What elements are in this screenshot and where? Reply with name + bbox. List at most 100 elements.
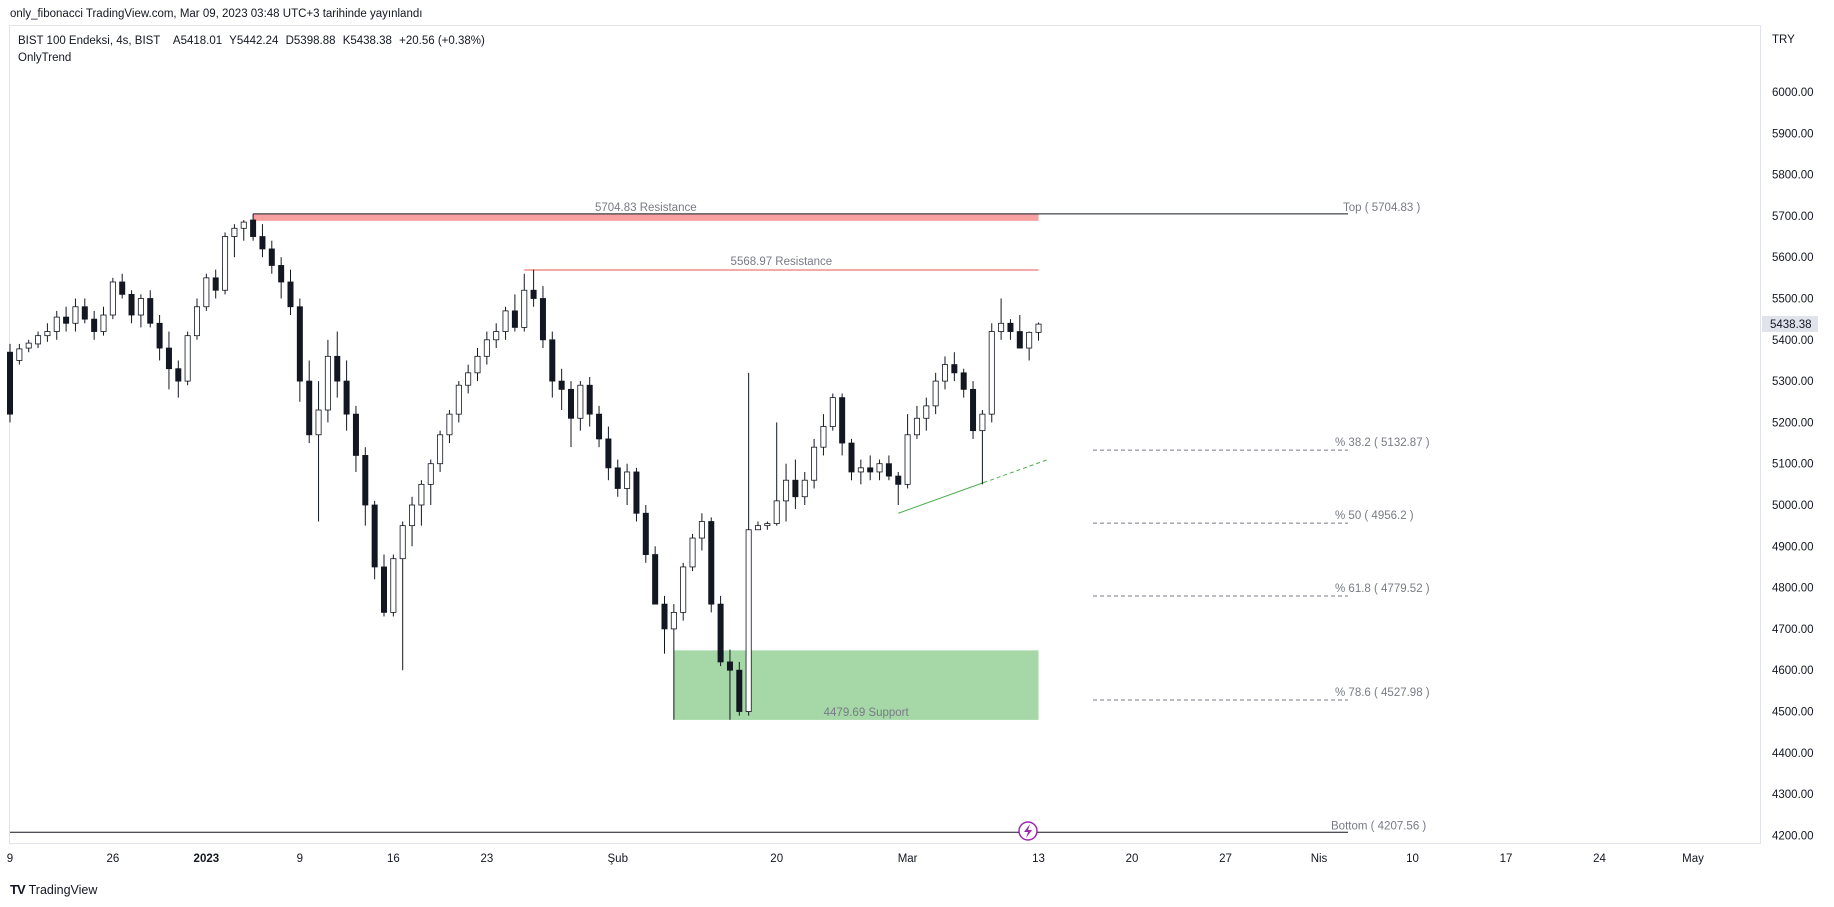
candle-body[interactable]	[109, 281, 116, 316]
candle-body[interactable]	[72, 306, 79, 324]
candle-body[interactable]	[680, 566, 687, 613]
tradingview-logo[interactable]: TV TradingView	[10, 882, 97, 897]
candle-body[interactable]	[970, 388, 977, 432]
candle-body[interactable]	[362, 455, 369, 506]
candle-body[interactable]	[212, 277, 219, 291]
candle-body[interactable]	[1007, 322, 1014, 332]
candle-body[interactable]	[63, 316, 70, 324]
candle-body[interactable]	[568, 388, 575, 419]
candle-body[interactable]	[511, 310, 518, 328]
candle-body[interactable]	[16, 348, 23, 361]
candle-body[interactable]	[184, 335, 191, 382]
candle-body[interactable]	[904, 434, 911, 485]
indicator-name[interactable]: OnlyTrend	[18, 52, 72, 64]
candle-body[interactable]	[483, 339, 490, 357]
candle-body[interactable]	[203, 277, 210, 308]
candle-body[interactable]	[240, 221, 247, 229]
candle-body[interactable]	[539, 298, 546, 341]
candle-body[interactable]	[764, 523, 771, 527]
candle-body[interactable]	[998, 322, 1005, 332]
candle-body[interactable]	[960, 372, 967, 390]
candle-body[interactable]	[885, 463, 892, 477]
candle-body[interactable]	[53, 316, 60, 332]
candle-body[interactable]	[670, 611, 677, 630]
candle-body[interactable]	[932, 380, 939, 407]
candle-body[interactable]	[792, 479, 799, 498]
candle-body[interactable]	[979, 413, 986, 432]
candle-body[interactable]	[296, 306, 303, 382]
candle-body[interactable]	[409, 504, 416, 527]
candle-body[interactable]	[259, 236, 266, 250]
candle-body[interactable]	[736, 669, 743, 712]
candle-body[interactable]	[876, 463, 883, 473]
candle-body[interactable]	[895, 475, 902, 485]
candle-body[interactable]	[446, 413, 453, 436]
candle-body[interactable]	[1035, 323, 1042, 333]
candle-body[interactable]	[437, 434, 444, 465]
candle-body[interactable]	[427, 463, 434, 485]
candle-body[interactable]	[867, 467, 874, 473]
candle-body[interactable]	[119, 281, 126, 295]
candle-body[interactable]	[1016, 331, 1023, 349]
candle-body[interactable]	[493, 331, 500, 341]
candle-body[interactable]	[474, 355, 481, 374]
candle-body[interactable]	[577, 384, 584, 419]
candle-body[interactable]	[315, 409, 322, 436]
candle-body[interactable]	[390, 558, 397, 613]
candle-body[interactable]	[222, 236, 229, 291]
candle-body[interactable]	[755, 525, 762, 531]
candle-body[interactable]	[652, 554, 659, 605]
candle-body[interactable]	[857, 467, 864, 473]
candle-body[interactable]	[231, 227, 238, 237]
candle-body[interactable]	[35, 335, 42, 345]
candle-body[interactable]	[399, 525, 406, 560]
candle-body[interactable]	[811, 446, 818, 481]
candle-body[interactable]	[923, 405, 930, 419]
candle-body[interactable]	[352, 413, 359, 456]
candle-body[interactable]	[689, 537, 696, 568]
candle-body[interactable]	[334, 355, 341, 382]
candle-body[interactable]	[783, 479, 790, 502]
candle-body[interactable]	[380, 566, 387, 613]
candle-body[interactable]	[661, 603, 668, 630]
candle-body[interactable]	[343, 380, 350, 415]
candle-body[interactable]	[81, 306, 88, 320]
candle-body[interactable]	[44, 331, 51, 337]
candle-body[interactable]	[698, 521, 705, 539]
candle-body[interactable]	[137, 298, 144, 316]
candle-body[interactable]	[773, 500, 780, 524]
candle-body[interactable]	[717, 603, 724, 663]
candle-body[interactable]	[7, 351, 13, 415]
candle-body[interactable]	[521, 289, 528, 328]
candle-body[interactable]	[633, 471, 640, 514]
candle-body[interactable]	[596, 413, 603, 440]
candle-body[interactable]	[128, 293, 135, 316]
candle-body[interactable]	[250, 219, 257, 237]
candle-body[interactable]	[371, 504, 378, 568]
candle-body[interactable]	[193, 306, 200, 337]
candle-body[interactable]	[100, 314, 107, 332]
candle-body[interactable]	[726, 661, 733, 671]
candle-body[interactable]	[418, 483, 425, 506]
candle-body[interactable]	[848, 442, 855, 473]
candle-body[interactable]	[278, 265, 285, 283]
candle-body[interactable]	[165, 347, 172, 370]
candle-body[interactable]	[558, 380, 565, 390]
candle-body[interactable]	[147, 298, 154, 324]
candle-body[interactable]	[801, 479, 808, 498]
candle-body[interactable]	[839, 397, 846, 444]
candle-body[interactable]	[951, 364, 958, 374]
candle-body[interactable]	[455, 384, 462, 415]
candle-body[interactable]	[605, 438, 612, 469]
candle-body[interactable]	[549, 339, 556, 382]
candle-body[interactable]	[820, 426, 827, 448]
candle-body[interactable]	[25, 342, 32, 349]
candle-body[interactable]	[745, 529, 752, 712]
candle-body[interactable]	[268, 248, 275, 266]
candle-body[interactable]	[642, 512, 649, 555]
candle-body[interactable]	[530, 289, 537, 299]
candle-body[interactable]	[306, 380, 313, 436]
candle-body[interactable]	[586, 384, 593, 415]
candle-body[interactable]	[988, 331, 995, 415]
